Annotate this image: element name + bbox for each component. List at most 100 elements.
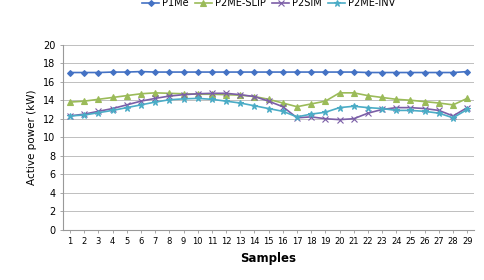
P2SIM — [110, 107, 116, 110]
P2ME-INV — [195, 97, 200, 100]
P2ME-INV — [209, 98, 215, 101]
P1Me — [379, 71, 385, 74]
P2ME-INV — [408, 109, 413, 112]
P2ME-INV — [152, 101, 158, 104]
Line: P2SIM: P2SIM — [66, 90, 471, 123]
P2ME-SLIP — [223, 93, 229, 96]
P2ME-SLIP — [181, 92, 186, 95]
P1Me — [138, 70, 144, 73]
P2ME-SLIP — [252, 95, 257, 98]
P2SIM — [266, 99, 272, 103]
P2ME-SLIP — [67, 101, 73, 104]
P2ME-SLIP — [294, 105, 300, 108]
P1Me — [152, 70, 158, 74]
P2SIM — [365, 111, 371, 115]
P2ME-SLIP — [110, 96, 116, 99]
P2ME-INV — [379, 107, 385, 110]
P2ME-INV — [81, 113, 87, 117]
P1Me — [464, 70, 470, 73]
P2ME-SLIP — [422, 100, 427, 103]
P2ME-INV — [110, 109, 116, 112]
P2ME-INV — [280, 110, 286, 113]
P2ME-INV — [294, 115, 300, 118]
P2ME-INV — [223, 99, 229, 103]
P1Me — [365, 71, 371, 74]
P2ME-SLIP — [266, 98, 272, 101]
P2ME-SLIP — [450, 103, 456, 106]
P1Me — [393, 71, 399, 74]
P2SIM — [337, 118, 343, 121]
P2ME-SLIP — [322, 99, 328, 103]
P2SIM — [422, 107, 427, 110]
P2SIM — [209, 92, 215, 95]
P2SIM — [464, 106, 470, 109]
P2ME-INV — [237, 101, 243, 105]
P2ME-SLIP — [138, 92, 144, 95]
P2ME-INV — [308, 112, 314, 116]
P2ME-INV — [166, 98, 172, 101]
P2SIM — [351, 117, 357, 120]
P2ME-SLIP — [237, 94, 243, 97]
P2ME-SLIP — [166, 92, 172, 95]
P2ME-INV — [124, 106, 130, 109]
P2ME-SLIP — [337, 91, 343, 95]
P2SIM — [252, 95, 257, 98]
P1Me — [95, 71, 101, 74]
P2SIM — [280, 105, 286, 108]
P2SIM — [195, 92, 200, 95]
P2SIM — [81, 112, 87, 116]
P2ME-SLIP — [436, 101, 442, 105]
P1Me — [436, 71, 442, 74]
P1Me — [237, 70, 243, 74]
P2ME-SLIP — [379, 96, 385, 99]
P2ME-SLIP — [124, 94, 130, 97]
P2SIM — [379, 108, 385, 111]
P2SIM — [450, 114, 456, 118]
X-axis label: Samples: Samples — [241, 252, 297, 265]
P2SIM — [223, 92, 229, 95]
P1Me — [422, 71, 427, 74]
P2ME-SLIP — [209, 93, 215, 96]
P2ME-SLIP — [365, 94, 371, 97]
P1Me — [67, 71, 73, 74]
P2ME-INV — [337, 106, 343, 109]
P2SIM — [436, 109, 442, 112]
P1Me — [181, 70, 186, 74]
P2SIM — [237, 93, 243, 96]
P2ME-INV — [252, 104, 257, 108]
P2ME-INV — [266, 107, 272, 110]
P2ME-SLIP — [81, 99, 87, 103]
P2ME-SLIP — [280, 101, 286, 105]
P2ME-INV — [322, 111, 328, 114]
P1Me — [322, 70, 328, 74]
P2SIM — [152, 97, 158, 100]
P1Me — [209, 70, 215, 74]
P2SIM — [124, 103, 130, 106]
P1Me — [408, 71, 413, 74]
Line: P1Me: P1Me — [68, 69, 469, 74]
P2ME-INV — [95, 111, 101, 115]
P2SIM — [322, 117, 328, 120]
P2ME-SLIP — [464, 97, 470, 100]
P1Me — [351, 70, 357, 74]
P2SIM — [408, 106, 413, 109]
P2ME-INV — [67, 114, 73, 118]
P2SIM — [166, 94, 172, 98]
P1Me — [223, 70, 229, 74]
P2ME-SLIP — [152, 91, 158, 95]
P1Me — [450, 71, 456, 74]
Legend: P1Me, P2ME-SLIP, P2SIM, P2ME-INV: P1Me, P2ME-SLIP, P2SIM, P2ME-INV — [142, 0, 395, 8]
P1Me — [266, 70, 272, 74]
P1Me — [166, 70, 172, 74]
P2ME-SLIP — [195, 93, 200, 96]
P2SIM — [294, 116, 300, 120]
P2ME-INV — [181, 97, 186, 101]
P2ME-INV — [138, 103, 144, 106]
P2SIM — [393, 106, 399, 109]
P2ME-INV — [365, 106, 371, 109]
P1Me — [294, 70, 300, 74]
Y-axis label: Active power (kW): Active power (kW) — [28, 89, 37, 185]
P2ME-INV — [436, 111, 442, 115]
P2ME-SLIP — [95, 98, 101, 101]
P2ME-INV — [393, 109, 399, 112]
